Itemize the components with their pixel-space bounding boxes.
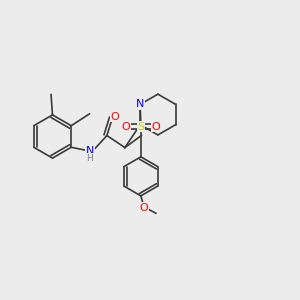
- Text: O: O: [122, 122, 130, 132]
- Text: O: O: [110, 112, 119, 122]
- Text: H: H: [86, 154, 93, 163]
- Text: S: S: [137, 122, 144, 132]
- Text: O: O: [152, 122, 160, 132]
- Text: N: N: [136, 99, 144, 109]
- Text: N: N: [85, 146, 94, 156]
- Text: O: O: [140, 203, 148, 213]
